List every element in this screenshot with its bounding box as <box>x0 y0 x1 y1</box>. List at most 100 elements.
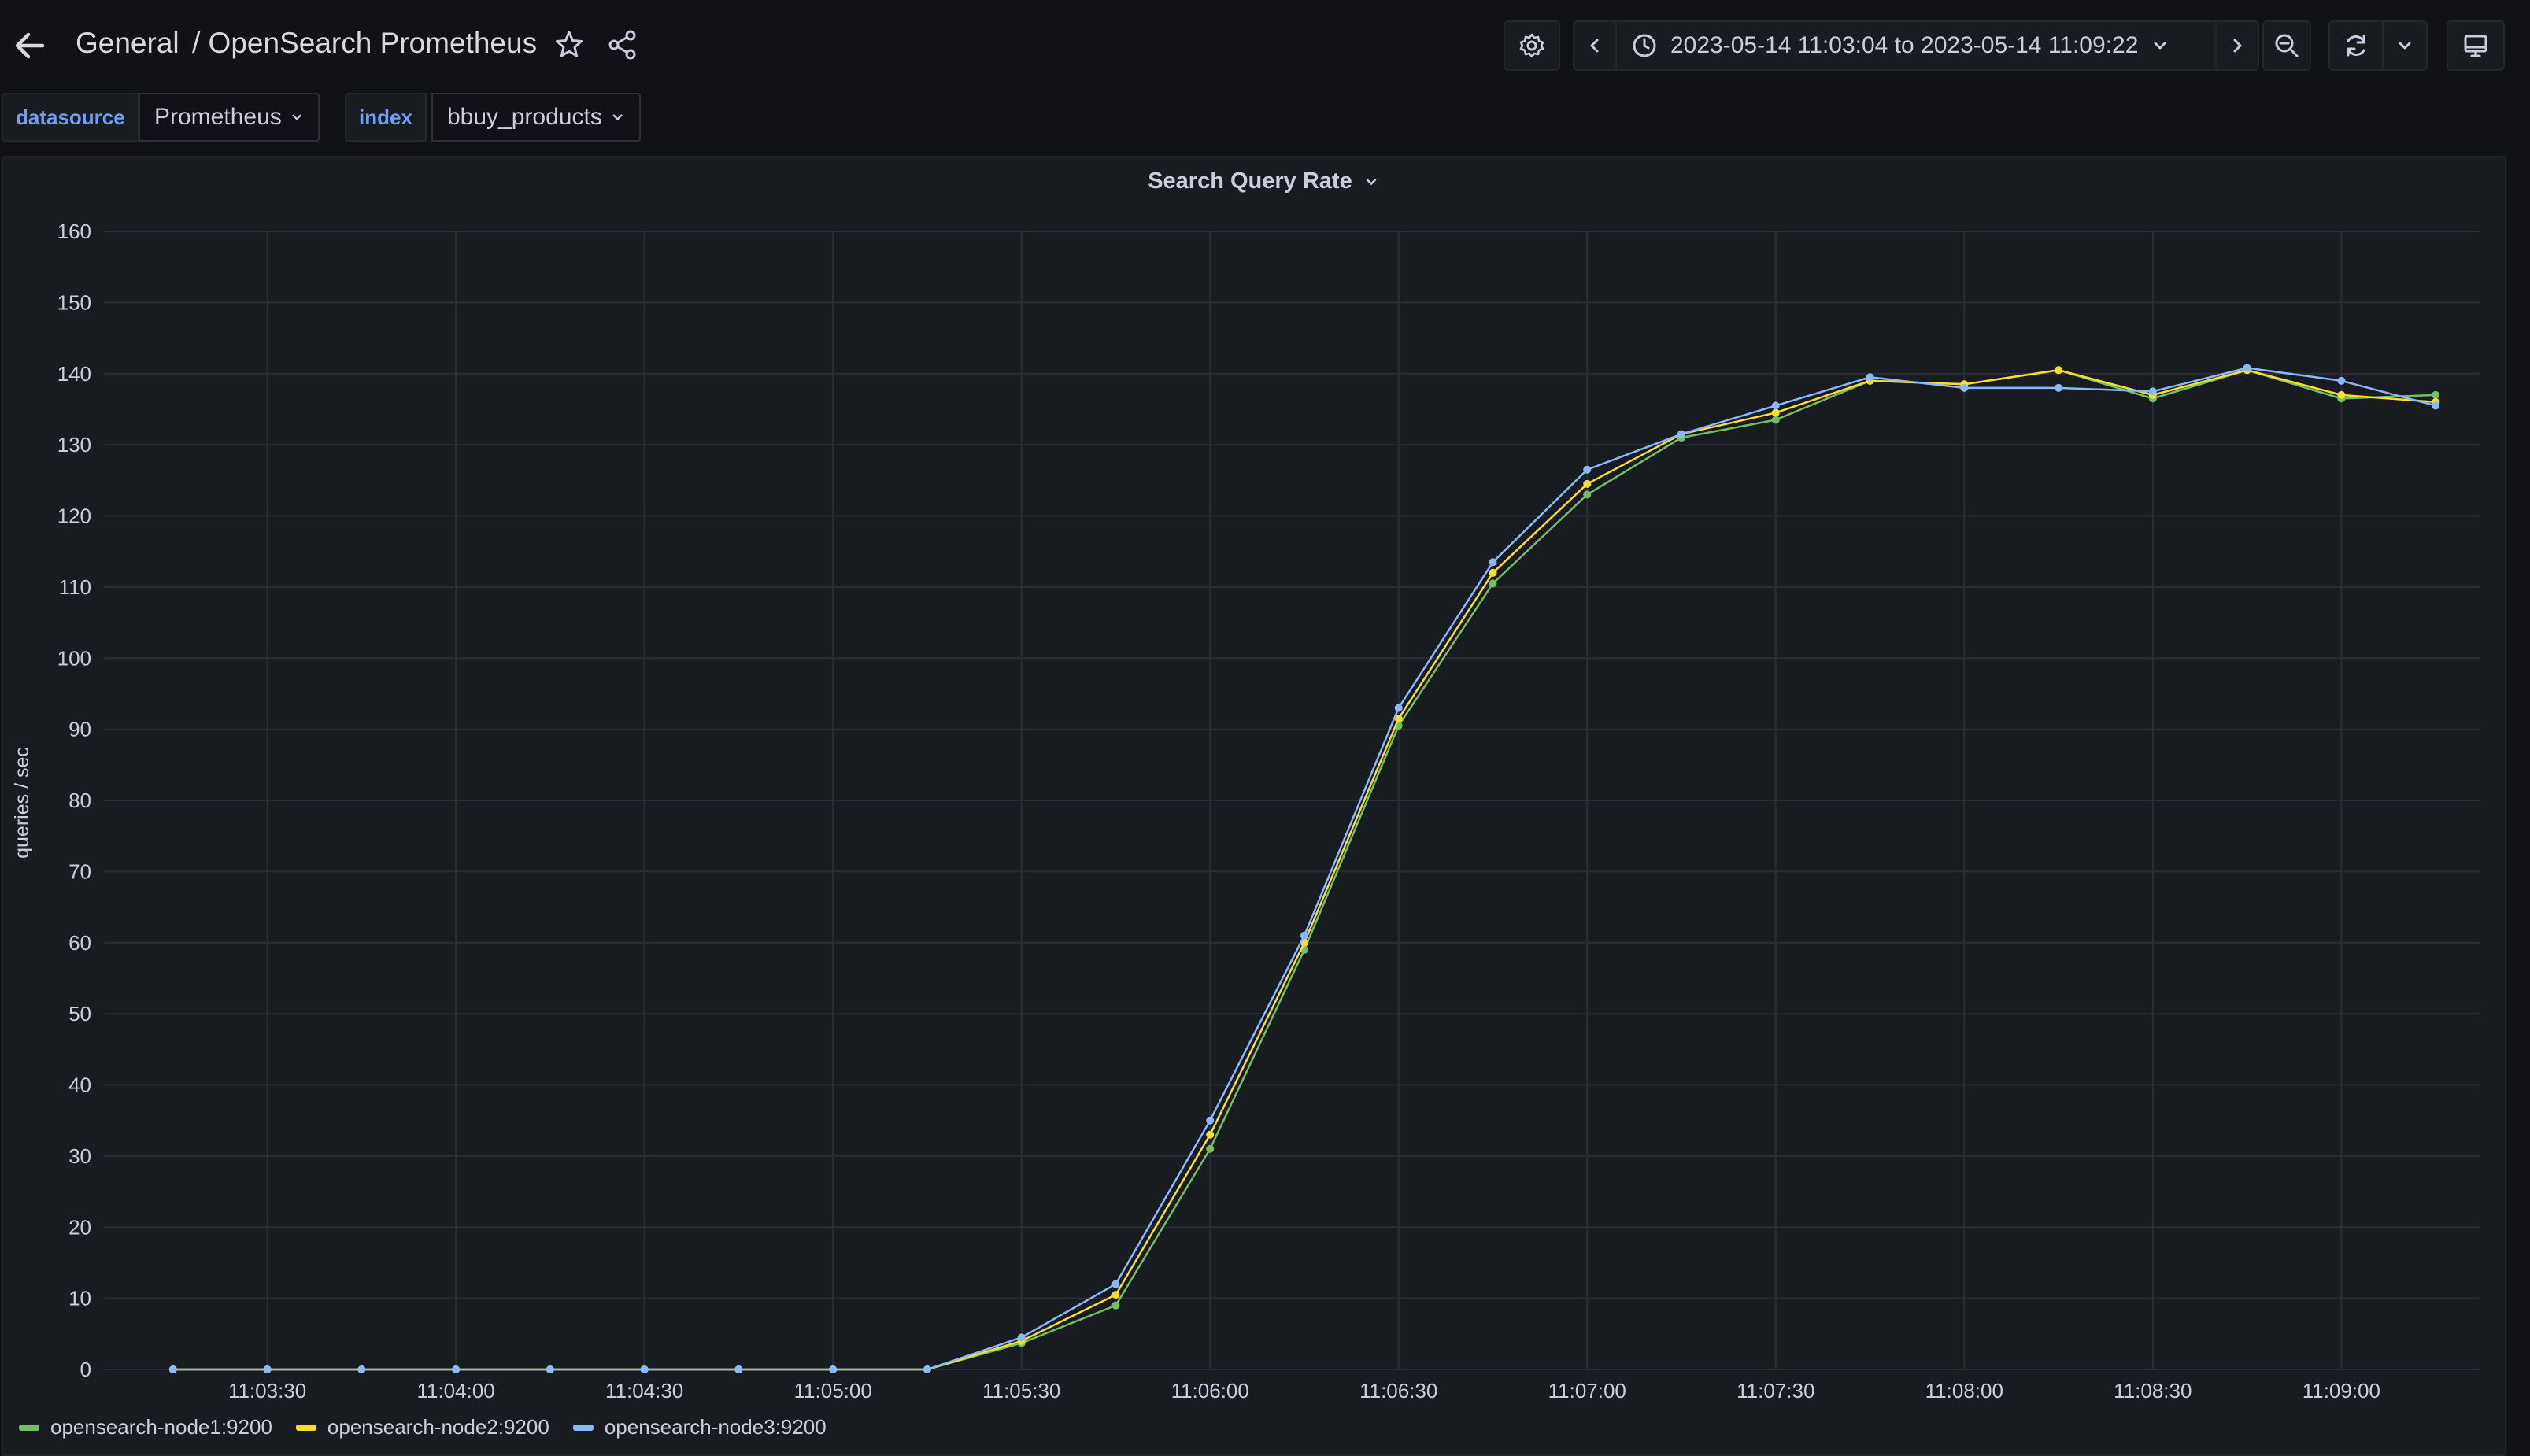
chevron-down-icon <box>2399 42 2411 50</box>
chart-legend: opensearch-node1:9200 opensearch-node2:9… <box>19 1415 827 1439</box>
data-point[interactable] <box>1489 568 1497 577</box>
data-point[interactable] <box>1111 1301 1120 1310</box>
y-tick-label: 120 <box>57 504 91 528</box>
data-point[interactable] <box>1489 579 1497 588</box>
data-point[interactable] <box>1771 401 1780 410</box>
data-point[interactable] <box>546 1365 554 1373</box>
data-point[interactable] <box>2055 366 2063 375</box>
data-point[interactable] <box>168 1365 177 1373</box>
data-point[interactable] <box>1111 1280 1120 1288</box>
data-point[interactable] <box>1394 715 1403 723</box>
series-2 <box>168 366 2440 1373</box>
x-tick-label: 11:05:30 <box>982 1379 1060 1402</box>
y-tick-label: 70 <box>68 859 91 883</box>
data-point[interactable] <box>2432 401 2440 410</box>
data-point[interactable] <box>1206 1144 1215 1153</box>
y-tick-label: 150 <box>57 290 91 314</box>
data-point[interactable] <box>1206 1130 1215 1139</box>
data-point[interactable] <box>1677 430 1686 438</box>
index-select[interactable]: bbuy_products <box>431 93 641 142</box>
time-shift-back-button[interactable] <box>1573 20 1617 71</box>
legend-label-node2: opensearch-node2:9200 <box>327 1415 549 1439</box>
data-point[interactable] <box>1866 373 1874 382</box>
data-point[interactable] <box>357 1365 366 1373</box>
chevron-left-icon <box>1590 39 1599 53</box>
x-tick-label: 11:08:00 <box>1925 1379 2003 1402</box>
datasource-select[interactable]: Prometheus <box>139 93 320 142</box>
data-point[interactable] <box>1111 1291 1120 1299</box>
chevron-right-icon <box>2233 39 2242 53</box>
chart-series <box>168 364 2440 1373</box>
legend-swatch-node3 <box>572 1424 594 1431</box>
y-tick-label: 80 <box>68 789 91 812</box>
x-tick-label: 11:06:00 <box>1171 1379 1249 1402</box>
favorite-button[interactable] <box>553 28 586 61</box>
refresh-interval-dropdown[interactable] <box>2382 20 2428 71</box>
data-point[interactable] <box>1771 408 1780 417</box>
data-point[interactable] <box>1394 704 1403 712</box>
data-point[interactable] <box>1583 479 1592 488</box>
legend-item-node2[interactable]: opensearch-node2:9200 <box>295 1415 549 1439</box>
time-shift-forward-button[interactable] <box>2215 20 2259 71</box>
y-tick-label: 50 <box>68 1002 91 1025</box>
arrow-left-icon <box>15 32 45 59</box>
data-point[interactable] <box>2055 383 2063 392</box>
data-point[interactable] <box>2337 390 2346 399</box>
share-button[interactable] <box>606 28 639 61</box>
y-tick-label: 110 <box>59 575 91 599</box>
legend-item-node1[interactable]: opensearch-node1:9200 <box>19 1415 272 1439</box>
time-range-picker[interactable]: 2023-05-14 11:03:04 to 2023-05-14 11:09:… <box>1615 20 2221 71</box>
series-1 <box>168 366 2440 1373</box>
y-tick-label: 130 <box>57 433 91 456</box>
y-axis-label: queries / sec <box>11 747 33 859</box>
legend-label-node3: opensearch-node3:9200 <box>604 1415 827 1439</box>
refresh-button[interactable] <box>2328 20 2384 71</box>
kiosk-mode-button[interactable] <box>2447 20 2505 71</box>
data-point[interactable] <box>1017 1333 1026 1342</box>
back-button[interactable] <box>8 24 52 68</box>
data-point[interactable] <box>1960 383 1969 392</box>
data-point[interactable] <box>1583 465 1592 474</box>
data-point[interactable] <box>1489 558 1497 567</box>
chevron-down-icon <box>2154 42 2166 50</box>
data-point[interactable] <box>2243 364 2251 372</box>
zoom-out-button[interactable] <box>2262 20 2311 71</box>
time-range-text: 2023-05-14 11:03:04 to 2023-05-14 11:09:… <box>1670 32 2139 58</box>
top-navbar: General / OpenSearch Prometheus 2023-05-… <box>0 0 2530 91</box>
breadcrumb-folder[interactable]: General <box>76 27 179 59</box>
series-line <box>172 368 2436 1371</box>
series-3 <box>168 364 2440 1373</box>
y-axis-ticks: 0 10 20 30 40 50 60 70 80 90 100 110 120 130 140 150 160 <box>57 220 91 1381</box>
data-point[interactable] <box>1583 490 1592 499</box>
data-point[interactable] <box>1206 1116 1215 1125</box>
data-point[interactable] <box>923 1365 931 1373</box>
data-point[interactable] <box>2148 387 2157 396</box>
legend-item-node3[interactable]: opensearch-node3:9200 <box>572 1415 827 1439</box>
y-tick-label: 160 <box>57 220 91 243</box>
panel-title-menu[interactable]: Search Query Rate <box>0 168 2527 194</box>
data-point[interactable] <box>1771 416 1780 424</box>
x-tick-label: 11:08:30 <box>2114 1379 2192 1402</box>
chevron-down-icon <box>292 114 301 120</box>
x-tick-label: 11:07:00 <box>1548 1379 1626 1402</box>
chevron-down-icon <box>612 114 623 121</box>
data-point[interactable] <box>1300 931 1308 940</box>
series-line <box>172 368 2436 1371</box>
data-point[interactable] <box>452 1365 461 1373</box>
index-select-value: bbuy_products <box>447 104 602 130</box>
x-tick-label: 11:06:30 <box>1359 1379 1437 1402</box>
variable-label-datasource: datasource <box>2 93 139 142</box>
graph-panel <box>2 156 2506 1456</box>
data-point[interactable] <box>640 1365 649 1373</box>
data-point[interactable] <box>2432 390 2440 399</box>
data-point[interactable] <box>829 1365 838 1373</box>
data-point[interactable] <box>2337 376 2346 385</box>
dashboard-settings-button[interactable] <box>1504 20 1560 71</box>
data-point[interactable] <box>263 1365 272 1373</box>
y-tick-label: 20 <box>68 1215 91 1239</box>
x-tick-label: 11:07:30 <box>1737 1379 1814 1402</box>
data-point[interactable] <box>734 1365 743 1373</box>
y-tick-label: 30 <box>68 1144 91 1168</box>
y-tick-label: 90 <box>68 718 91 741</box>
